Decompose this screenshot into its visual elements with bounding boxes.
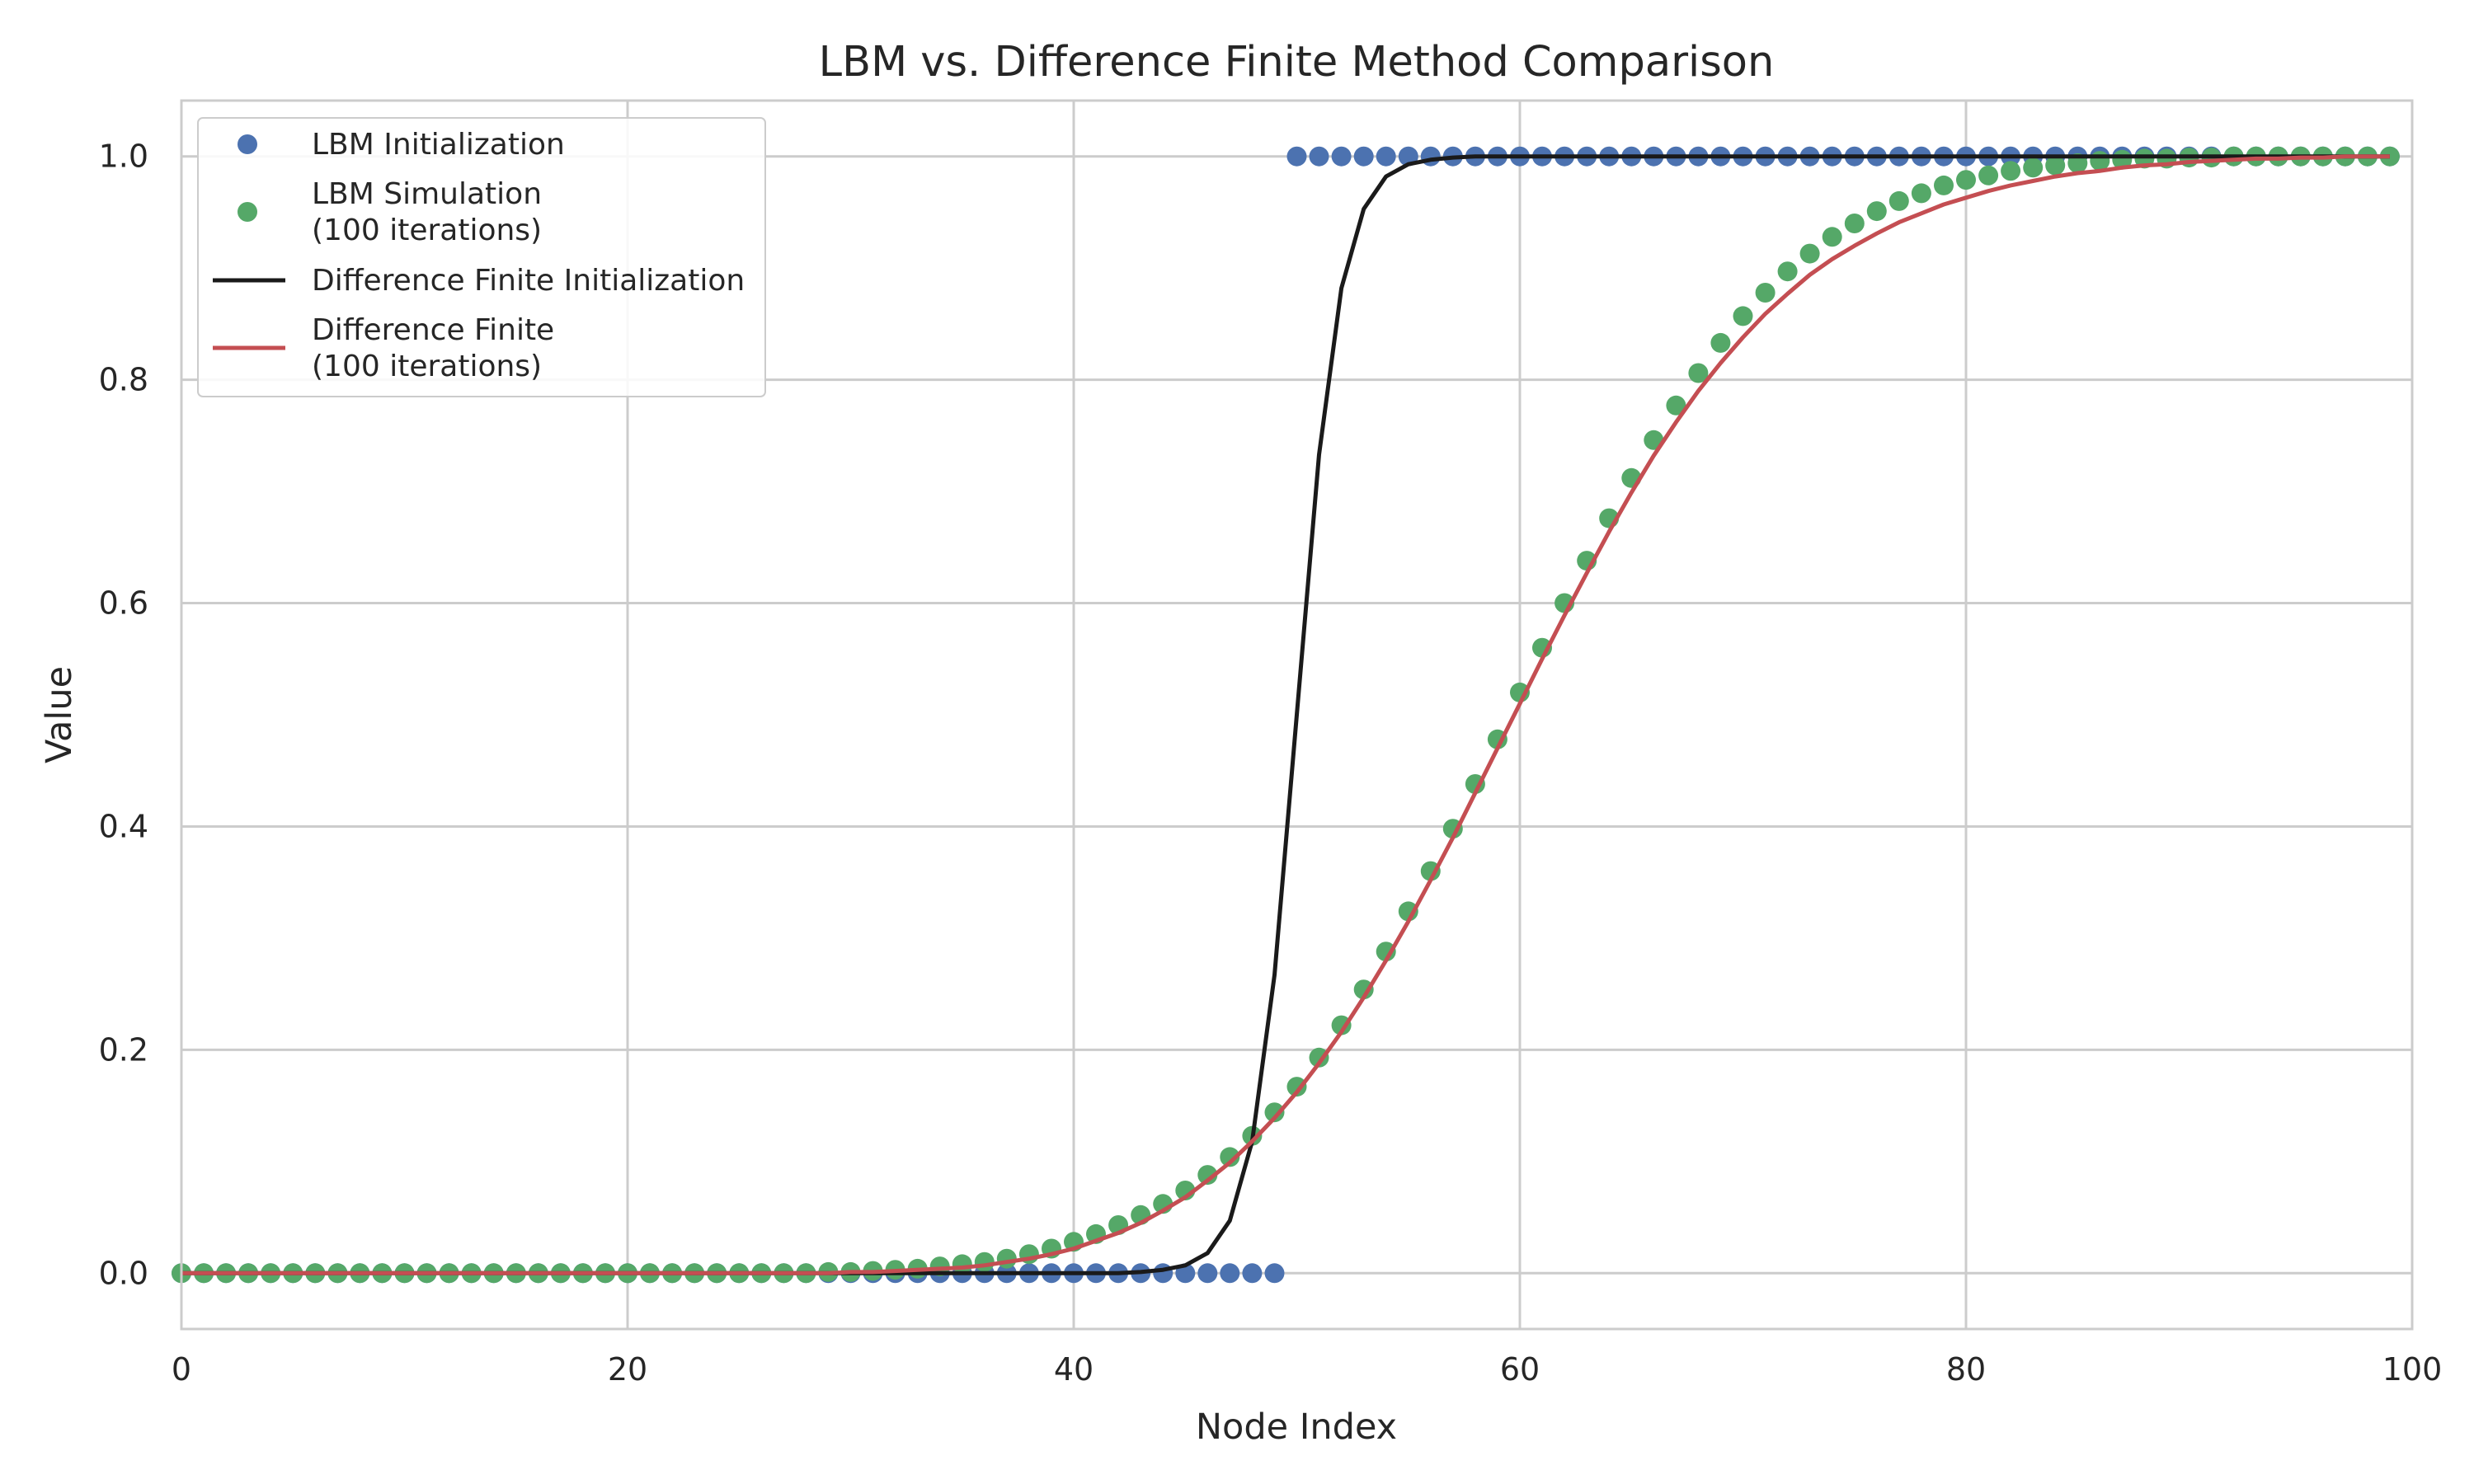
data-point [1331,1015,1352,1036]
data-point [1353,979,1374,1000]
data-point [1220,1147,1240,1167]
x-tick-label: 40 [1054,1351,1094,1388]
y-axis-label: Value [39,666,80,763]
data-point [1666,395,1686,416]
legend-point-marker [238,134,257,154]
data-point [1264,1102,1285,1123]
y-tick-label: 1.0 [99,139,148,175]
legend: LBM Initialization LBM Simulation (100 ite… [197,117,766,397]
series-3 [181,154,2390,1275]
data-point [974,1252,995,1272]
data-point [1420,146,1441,167]
series-line [181,154,2390,1275]
chart-title: LBM vs. Difference Finite Method Compari… [819,38,1775,87]
data-point [1353,146,1374,167]
legend-label: LBM Simulation (100 iterations) [312,177,542,247]
data-point [1733,306,1753,326]
data-point [1309,1047,1329,1068]
data-point [2001,161,2021,181]
data-point [1888,190,1909,211]
legend-entry: LBM Initialization [238,128,565,162]
y-tick-label: 0.0 [99,1255,148,1291]
data-point [1822,227,1842,247]
x-tick-label: 60 [1500,1351,1540,1388]
data-point [1242,1263,1263,1284]
y-tick-label: 0.4 [99,808,148,844]
legend-label: Difference Finite Initialization [312,264,745,298]
data-point [1153,1263,1174,1284]
x-tick-label: 20 [608,1351,647,1388]
data-point [1376,942,1396,962]
x-tick-label: 100 [2382,1351,2443,1388]
legend-entry: Difference Finite Initialization [213,264,745,298]
legend-point-marker [238,202,257,222]
data-point [1309,146,1329,167]
data-point [2023,157,2044,178]
y-tick-label: 0.2 [99,1031,148,1068]
data-point [1911,183,1931,204]
legend-box [197,117,766,397]
plot-frame [180,99,2414,1331]
data-point [1755,283,1776,303]
y-axis-ticks: 0.0 0.2 0.4 0.6 0.8 1.0 [99,139,148,1292]
data-point [1799,243,1820,264]
x-tick-label: 0 [172,1351,191,1388]
x-tick-label: 80 [1946,1351,1986,1388]
data-point [1777,261,1798,282]
data-point [1220,1263,1240,1284]
data-point [1197,1165,1218,1186]
data-point [1866,201,1887,222]
y-tick-label: 0.6 [99,585,148,622]
legend-label: Difference Finite (100 iterations) [312,313,554,383]
y-tick-label: 0.8 [99,362,148,398]
data-point [996,1248,1017,1269]
data-point [2045,155,2066,176]
legend-label: LBM Initialization [312,128,565,162]
data-point [1710,332,1731,353]
data-point [1286,1077,1307,1097]
data-point [1844,214,1865,233]
data-point [1978,165,1999,186]
data-point [1286,146,1307,167]
data-point [1264,1263,1285,1284]
legend-entry: Difference Finite (100 iterations) [213,313,554,383]
data-point [1420,861,1441,881]
data-point [2090,151,2110,171]
data-point [1376,146,1396,167]
data-point [1197,1263,1218,1284]
data-point [1934,175,1954,195]
data-point [1688,363,1709,383]
series-layer [172,146,2400,1284]
x-axis-label: Node Index [1196,1407,1397,1448]
data-point [1331,146,1352,167]
legend-entry: LBM Simulation (100 iterations) [238,177,542,247]
x-axis-ticks: 0 20 40 60 80 100 [172,1351,2442,1388]
data-point [1956,170,1976,190]
